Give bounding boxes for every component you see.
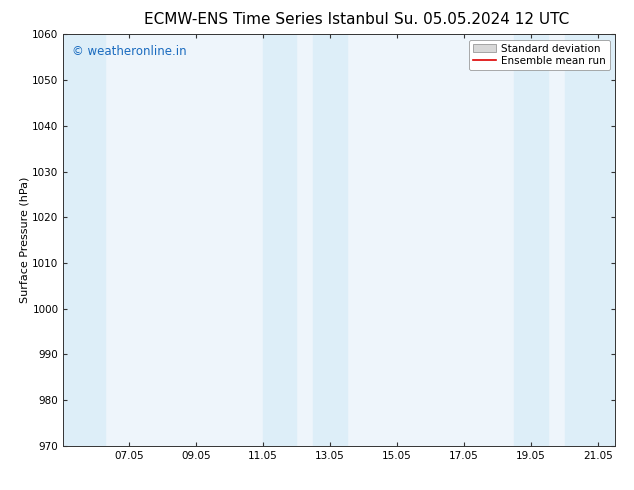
Bar (63, 34, 105, 446)
Legend: Standard deviation, Ensemble mean run: Standard deviation, Ensemble mean run (469, 40, 610, 70)
Bar (514, 34, 548, 446)
Bar (565, 34, 615, 446)
Text: Su. 05.05.2024 12 UTC: Su. 05.05.2024 12 UTC (394, 12, 569, 27)
Text: © weatheronline.in: © weatheronline.in (72, 45, 186, 58)
Y-axis label: Surface Pressure (hPa): Surface Pressure (hPa) (20, 177, 30, 303)
Bar (313, 34, 347, 446)
Text: ECMW-ENS Time Series Istanbul: ECMW-ENS Time Series Istanbul (144, 12, 389, 27)
Bar (263, 34, 297, 446)
